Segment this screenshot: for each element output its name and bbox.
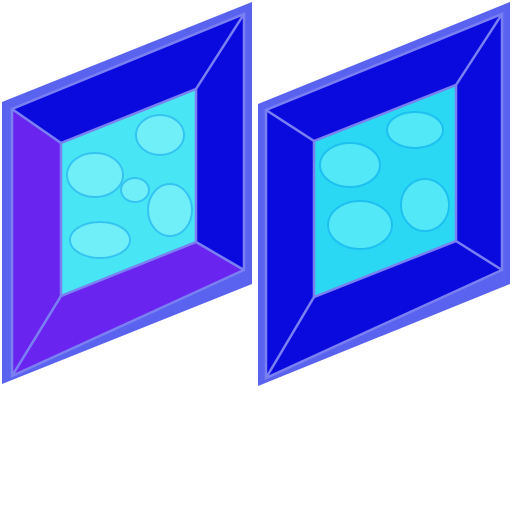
bevel-right [196,14,244,270]
bevel-bottom [266,241,502,378]
bevel-bottom [12,242,244,376]
glass-pane [314,85,456,297]
window-tile-right [258,2,510,386]
bevel-left [266,110,314,378]
glass-pane [61,89,196,296]
bevel-right [456,14,502,270]
bevel-left [12,109,61,376]
bevel-top [266,14,502,141]
bevel-top [12,14,244,143]
window-tile-left [2,2,252,384]
